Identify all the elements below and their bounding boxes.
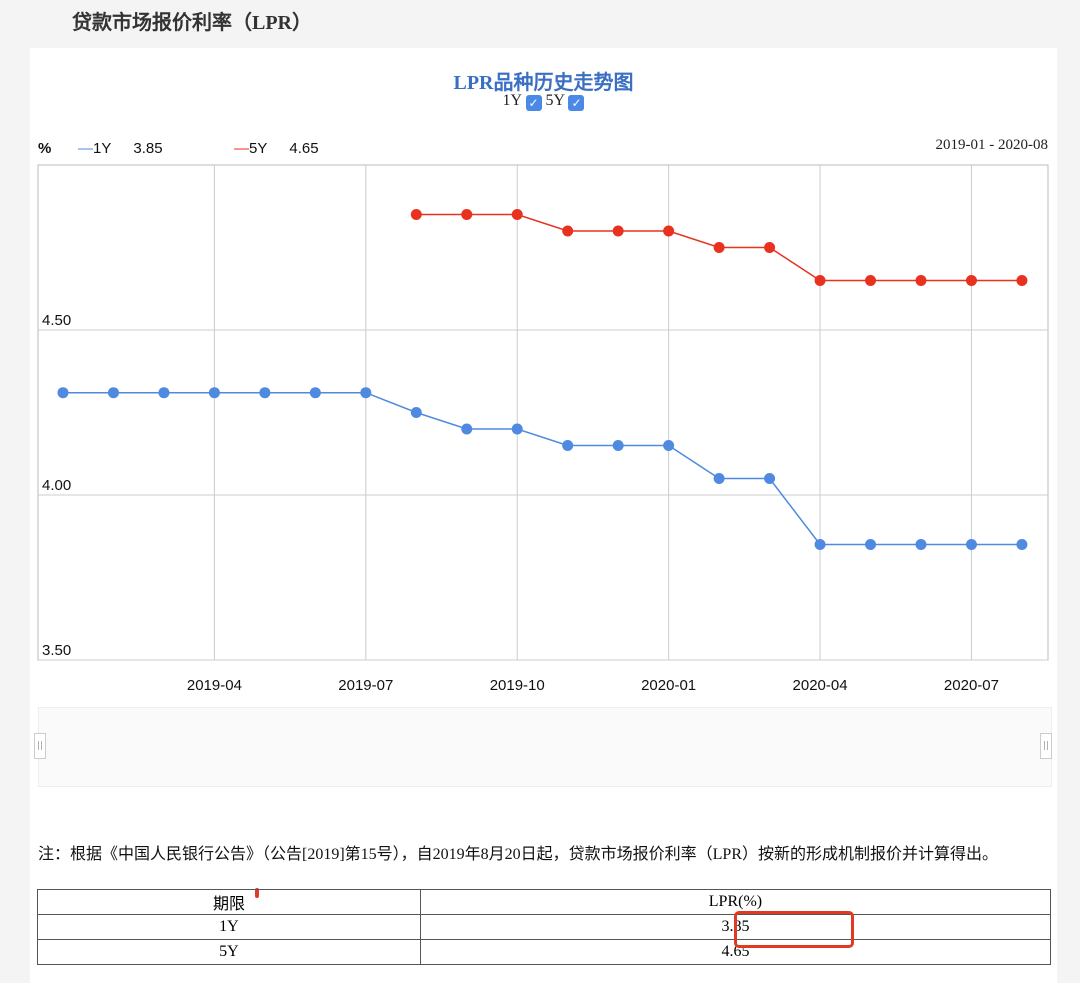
y-tick-label: 4.50 [42, 312, 71, 329]
term-cell: 1Y [37, 914, 421, 940]
term-cell: 5Y [37, 939, 421, 965]
data-point-5Y [915, 275, 927, 286]
series-line-1Y [63, 391, 1022, 546]
header-term: 期限 [37, 889, 421, 915]
y-tick-label: 4.00 [42, 477, 71, 494]
x-tick-label: 2019-07 [338, 677, 393, 694]
legend-1y-value: 3.85 [133, 140, 163, 157]
y-tick-label: 3.50 [42, 642, 71, 659]
slider-left-handle[interactable]: || [34, 733, 46, 759]
slider-right-handle[interactable]: || [1040, 733, 1052, 759]
range-slider[interactable] [38, 707, 1052, 787]
data-point-1Y [713, 473, 725, 484]
data-point-1Y [814, 539, 826, 550]
data-point-1Y [1016, 539, 1028, 550]
table-header-row: 期限 LPR(%) [37, 889, 1052, 915]
data-point-5Y [814, 275, 826, 286]
x-tick-label: 2020-07 [944, 677, 999, 694]
data-point-5Y [663, 225, 675, 237]
data-point-1Y [764, 473, 776, 484]
y-unit-label: % [38, 140, 52, 157]
x-tick-label: 2019-04 [187, 677, 242, 694]
x-tick-label: 2020-01 [641, 677, 696, 694]
table-row: 1Y 3.85 [37, 914, 1052, 940]
data-point-1Y [511, 423, 523, 435]
page-title: 贷款市场报价利率（LPR） [72, 12, 312, 34]
data-point-5Y [865, 275, 877, 286]
data-point-1Y [309, 387, 321, 399]
table-row: 5Y 4.65 [37, 939, 1052, 965]
chart-title: LPR品种历史走势图 [453, 72, 634, 94]
legend-1y: —1Y 3.85 [78, 140, 163, 157]
footnote: 注：根据《中国人民银行公告》（公告[2019]第15号），自2019年8月20日… [38, 846, 999, 863]
x-tick-label: 2020-04 [793, 677, 848, 694]
data-point-1Y [612, 440, 624, 451]
data-point-5Y [612, 225, 624, 237]
data-point-5Y [562, 225, 574, 237]
content-panel [30, 48, 1057, 983]
header-lpr: LPR(%) [419, 889, 1052, 915]
data-point-1Y [663, 440, 675, 451]
date-range: 2019-01 - 2020-08 [935, 137, 1049, 153]
data-point-1Y [410, 407, 422, 418]
data-point-5Y [965, 275, 977, 286]
legend-5y: —5Y 4.65 [234, 140, 319, 157]
data-point-1Y [461, 423, 473, 435]
plot-area [37, 164, 1049, 661]
x-tick-label: 2019-10 [490, 677, 545, 694]
data-point-5Y [461, 209, 473, 220]
data-point-5Y [764, 242, 776, 253]
data-point-1Y [865, 539, 877, 550]
data-point-5Y [410, 209, 422, 220]
line-chart: 3.50 4.00 4.50 2019-04 2019-07 2019-10 2020-01… [37, 164, 1049, 694]
data-point-5Y [713, 242, 725, 253]
data-point-5Y [1016, 275, 1028, 286]
legend-1y-name: 1Y [93, 140, 112, 157]
data-point-1Y [360, 387, 372, 399]
data-point-1Y [107, 387, 119, 399]
series-toggles: 1Y ✓ 5Y ✓ [0, 92, 1080, 111]
data-point-1Y [915, 539, 927, 550]
data-point-1Y [259, 387, 271, 399]
toggle-1y-label: 1Y [502, 92, 522, 109]
data-point-1Y [562, 440, 574, 451]
legend-5y-value: 4.65 [289, 140, 319, 157]
legend-5y-name: 5Y [249, 140, 268, 157]
data-point-1Y [208, 387, 220, 399]
lpr-table: 期限 LPR(%) 1Y 3.85 5Y 4.65 [37, 889, 1052, 965]
toggle-5y-checkbox[interactable]: ✓ [568, 95, 585, 111]
data-point-1Y [965, 539, 977, 550]
data-point-1Y [57, 387, 69, 399]
toggle-1y-checkbox[interactable]: ✓ [525, 95, 542, 111]
highlight-box [734, 911, 854, 948]
data-point-5Y [511, 209, 523, 220]
data-point-1Y [158, 387, 170, 399]
toggle-5y-label: 5Y [545, 92, 565, 109]
